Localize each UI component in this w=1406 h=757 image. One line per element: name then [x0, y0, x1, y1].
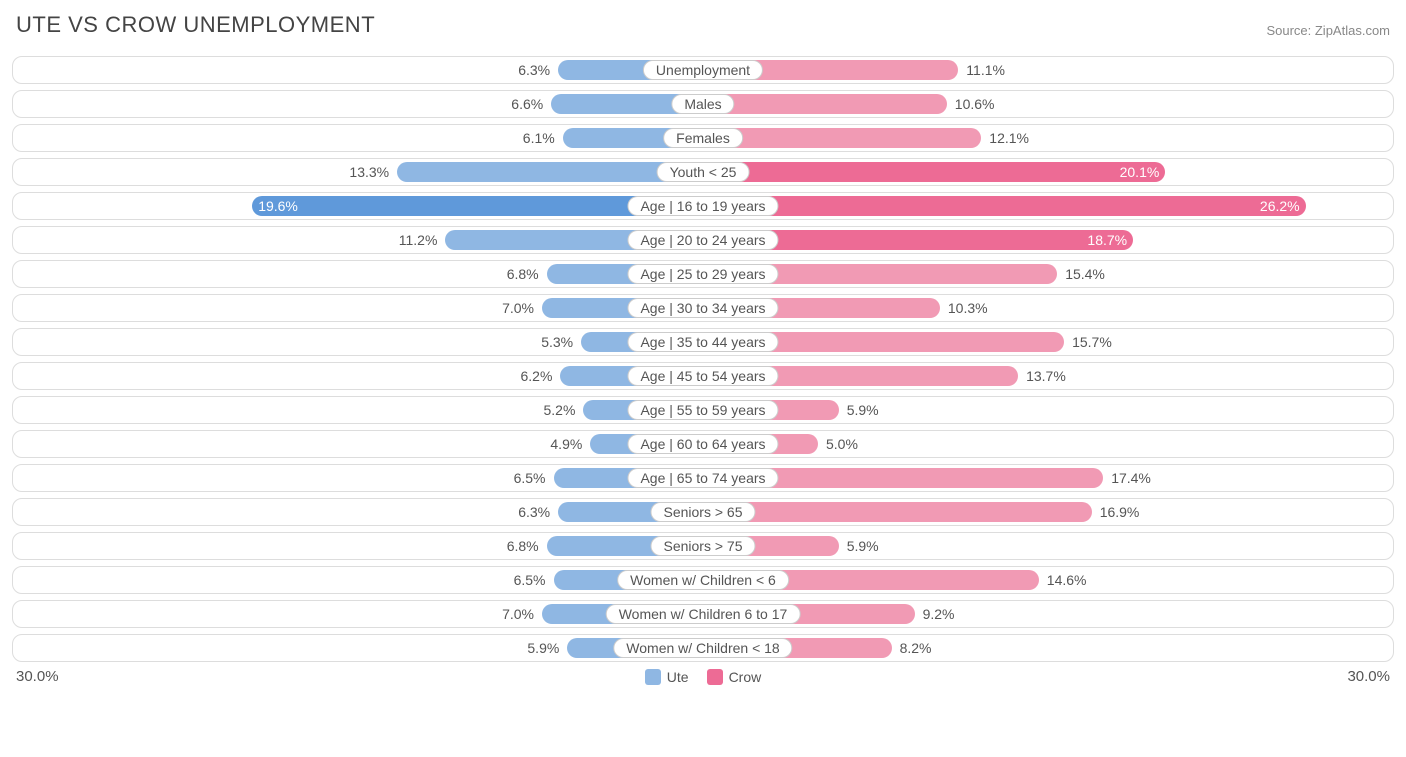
legend-label: Crow [729, 669, 762, 685]
chart-row: 6.5% 14.6% Women w/ Children < 6 [12, 566, 1394, 594]
value-left: 4.9% [550, 431, 582, 457]
row-category-label: Males [671, 94, 734, 114]
value-left: 5.9% [527, 635, 559, 661]
chart-footer: 30.0% Ute Crow 30.0% [12, 668, 1394, 685]
chart-row: 5.9% 8.2% Women w/ Children < 18 [12, 634, 1394, 662]
value-left: 11.2% [399, 227, 438, 253]
row-category-label: Women w/ Children < 6 [617, 570, 789, 590]
value-left: 6.1% [523, 125, 555, 151]
value-left: 6.2% [520, 363, 552, 389]
bar-right [703, 94, 947, 114]
value-right: 15.7% [1072, 329, 1112, 355]
value-right: 12.1% [989, 125, 1029, 151]
row-category-label: Seniors > 75 [651, 536, 756, 556]
value-right: 8.2% [900, 635, 932, 661]
value-right: 16.9% [1100, 499, 1140, 525]
row-category-label: Unemployment [643, 60, 763, 80]
value-right: 13.7% [1026, 363, 1066, 389]
axis-max-right: 30.0% [1347, 668, 1390, 685]
legend-swatch [645, 669, 661, 685]
row-category-label: Age | 30 to 34 years [627, 298, 778, 318]
row-category-label: Age | 35 to 44 years [627, 332, 778, 352]
chart-source: Source: ZipAtlas.com [1266, 23, 1390, 38]
row-category-label: Age | 20 to 24 years [627, 230, 778, 250]
value-right: 10.3% [948, 295, 988, 321]
chart-row: 11.2%18.7%Age | 20 to 24 years [12, 226, 1394, 254]
value-left: 7.0% [502, 295, 534, 321]
value-right: 26.2% [707, 193, 1300, 219]
row-category-label: Youth < 25 [657, 162, 750, 182]
chart-row: 4.9% 5.0% Age | 60 to 64 years [12, 430, 1394, 458]
chart-row: 6.3% 16.9% Seniors > 65 [12, 498, 1394, 526]
legend-swatch [707, 669, 723, 685]
value-right: 15.4% [1065, 261, 1105, 287]
row-category-label: Females [663, 128, 743, 148]
chart-row: 6.5% 17.4% Age | 65 to 74 years [12, 464, 1394, 492]
value-right: 9.2% [923, 601, 955, 627]
value-left: 6.5% [514, 465, 546, 491]
chart-row: 6.8% 5.9% Seniors > 75 [12, 532, 1394, 560]
value-right: 5.0% [826, 431, 858, 457]
legend: Ute Crow [645, 669, 761, 685]
chart-row: 6.2% 13.7% Age | 45 to 54 years [12, 362, 1394, 390]
row-category-label: Age | 55 to 59 years [627, 400, 778, 420]
axis-max-left: 30.0% [16, 668, 59, 685]
value-left: 7.0% [502, 601, 534, 627]
value-right: 5.9% [847, 397, 879, 423]
value-right: 17.4% [1111, 465, 1151, 491]
chart-row: 6.1% 12.1% Females [12, 124, 1394, 152]
legend-item: Crow [707, 669, 762, 685]
chart-header: UTE VS CROW UNEMPLOYMENT Source: ZipAtla… [12, 12, 1394, 38]
value-left: 13.3% [349, 159, 389, 185]
row-category-label: Age | 65 to 74 years [627, 468, 778, 488]
bar-right [703, 502, 1092, 522]
value-right: 14.6% [1047, 567, 1087, 593]
chart-title: UTE VS CROW UNEMPLOYMENT [16, 12, 375, 38]
chart-row: 6.3% 11.1% Unemployment [12, 56, 1394, 84]
bar-right [703, 128, 981, 148]
row-category-label: Women w/ Children < 18 [613, 638, 792, 658]
chart-row: 7.0% 10.3% Age | 30 to 34 years [12, 294, 1394, 322]
chart-row: 19.6%26.2%Age | 16 to 19 years [12, 192, 1394, 220]
row-category-label: Age | 16 to 19 years [627, 196, 778, 216]
chart-row: 5.3% 15.7% Age | 35 to 44 years [12, 328, 1394, 356]
value-left: 6.5% [514, 567, 546, 593]
value-right: 5.9% [847, 533, 879, 559]
value-right: 10.6% [955, 91, 995, 117]
diverging-bar-chart: 6.3% 11.1% Unemployment 6.6% 10.6% Males 6.1% 1… [12, 56, 1394, 662]
chart-row: 7.0% 9.2% Women w/ Children 6 to 17 [12, 600, 1394, 628]
value-left: 6.8% [507, 261, 539, 287]
value-left: 5.2% [543, 397, 575, 423]
chart-row: 6.8% 15.4% Age | 25 to 29 years [12, 260, 1394, 288]
value-left: 5.3% [541, 329, 573, 355]
legend-label: Ute [667, 669, 689, 685]
row-category-label: Women w/ Children 6 to 17 [606, 604, 801, 624]
chart-row: 6.6% 10.6% Males [12, 90, 1394, 118]
value-right: 11.1% [966, 57, 1005, 83]
value-left: 6.6% [511, 91, 543, 117]
chart-row: 13.3% 20.1%Youth < 25 [12, 158, 1394, 186]
value-left: 6.8% [507, 533, 539, 559]
legend-item: Ute [645, 669, 689, 685]
row-category-label: Seniors > 65 [651, 502, 756, 522]
row-category-label: Age | 25 to 29 years [627, 264, 778, 284]
row-category-label: Age | 45 to 54 years [627, 366, 778, 386]
row-category-label: Age | 60 to 64 years [627, 434, 778, 454]
value-left: 6.3% [518, 499, 550, 525]
value-right: 20.1% [707, 159, 1159, 185]
value-left: 6.3% [518, 57, 550, 83]
chart-row: 5.2% 5.9% Age | 55 to 59 years [12, 396, 1394, 424]
